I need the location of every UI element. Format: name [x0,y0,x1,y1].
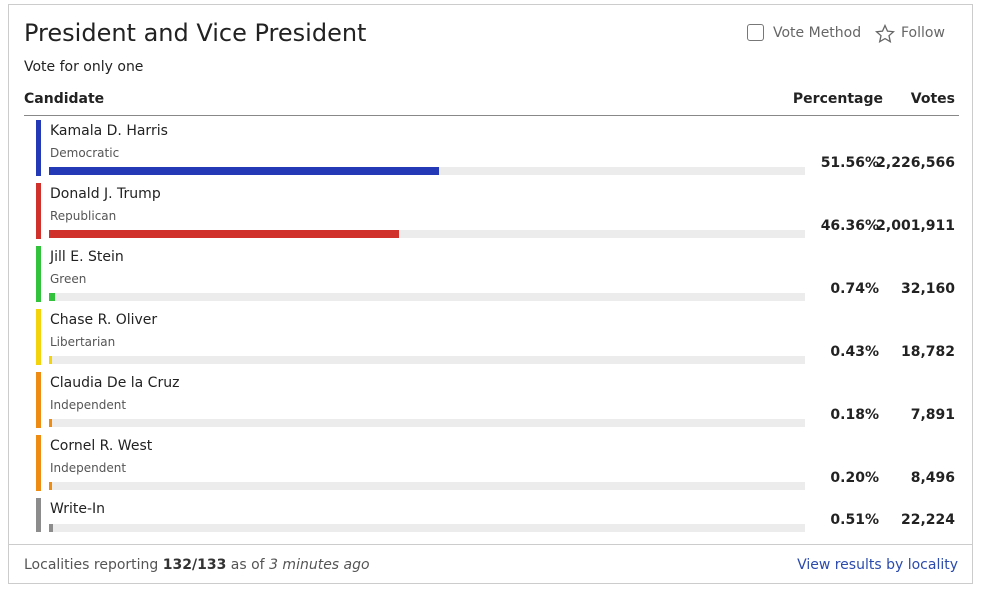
footer-status: Localities reporting 132/133 as of 3 min… [24,557,370,573]
candidate-name: Kamala D. Harris [50,123,168,139]
bar-track [49,293,805,301]
votes: 18,782 [900,344,955,360]
party: Democratic [50,146,120,160]
votes: 32,160 [900,281,955,297]
party: Green [50,272,87,286]
footer-count: 132/133 [162,557,227,573]
votes: 22,224 [900,512,955,528]
bar-track [49,524,805,532]
percentage: 0.20% [830,470,879,486]
title: President and Vice President [24,19,367,47]
column-header: Candidate [24,91,105,107]
bar [49,356,53,364]
footer-text: Localities reporting [24,557,159,573]
locality-link[interactable]: View results by locality [797,557,958,573]
divider [24,115,959,116]
candidate-name: Write-In [50,501,106,517]
party: Republican [50,209,117,223]
results-card: President and Vice President Vote for on… [8,4,973,584]
party: Independent [50,461,127,475]
percentage: 46.36% [820,218,879,234]
votes: 8,496 [910,470,955,486]
candidate-name: Donald J. Trump [50,186,161,202]
candidate-color [36,435,41,491]
bar-track [49,482,805,490]
bar-track [49,356,805,364]
candidate-color [36,183,41,239]
star-icon[interactable] [875,24,895,44]
bar [49,167,439,175]
bar [49,482,52,490]
candidate-color [36,498,41,532]
votes: 2,226,566 [876,155,955,171]
candidate-name: Cornel R. West [50,438,153,454]
follow[interactable]: Follow [901,25,945,41]
percentage: 51.56% [820,155,879,171]
candidate-name: Chase R. Oliver [50,312,158,328]
candidate-color [36,246,41,302]
party: Libertarian [50,335,116,349]
bar [49,419,52,427]
percentage: 0.51% [830,512,879,528]
percentage: 0.43% [830,344,879,360]
footer-time: 3 minutes ago [269,557,370,573]
party: Independent [50,398,127,412]
bar [49,524,53,532]
checkbox[interactable] [747,24,764,41]
bar-track [49,230,805,238]
bar [49,230,400,238]
candidate-color [36,372,41,428]
candidate-color [36,120,41,176]
footer-text: as of [230,557,265,573]
bar [49,293,55,301]
column-header: Percentage [792,91,883,107]
bar-track [49,419,805,427]
votes: 7,891 [910,407,955,423]
candidate-name: Jill E. Stein [50,249,124,265]
vote-method[interactable]: Vote Method [773,25,862,41]
percentage: 0.18% [830,407,879,423]
column-header: Votes [910,91,955,107]
votes: 2,001,911 [876,218,955,234]
candidate-name: Claudia De la Cruz [50,375,180,391]
candidate-color [36,309,41,365]
percentage: 0.74% [830,281,879,297]
divider [9,544,972,545]
subtitle: Vote for only one [24,59,144,75]
